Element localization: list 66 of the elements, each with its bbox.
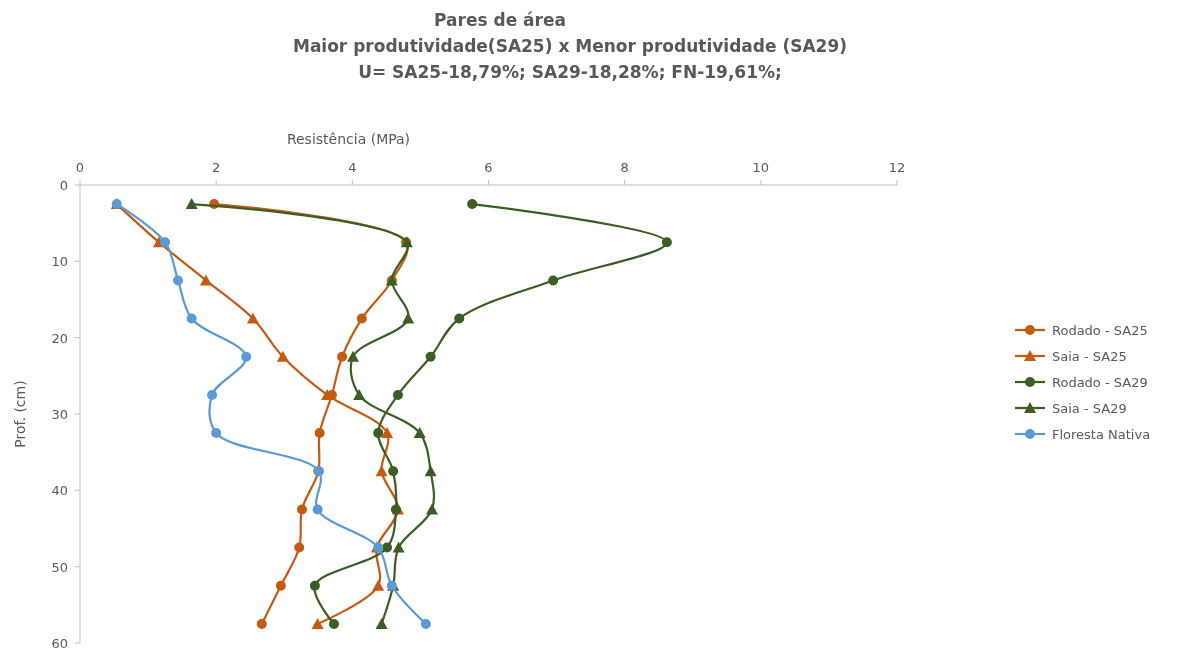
point (420, 618, 431, 629)
x-tick-label: 4 (348, 160, 357, 175)
point (312, 504, 323, 515)
point (402, 312, 415, 324)
point (241, 351, 252, 362)
point (347, 350, 360, 362)
y-tick-label: 40 (51, 483, 68, 499)
point (467, 199, 478, 210)
x-axis-title: Resistência (MPa) (286, 131, 411, 147)
point (454, 313, 465, 324)
point (372, 579, 385, 591)
point (321, 388, 334, 400)
x-tick-label: 2 (212, 160, 221, 175)
point (661, 237, 672, 248)
x-tick-label: 6 (484, 160, 493, 175)
y-tick-label: 30 (51, 407, 68, 422)
legend-label: Saia - SA25 (1052, 349, 1127, 364)
y-tick-label: 60 (51, 636, 68, 649)
legend-label: Rodado - SA29 (1052, 375, 1148, 390)
legend-label: Floresta Nativa (1052, 427, 1151, 442)
point (373, 428, 384, 439)
point (275, 580, 286, 591)
point (207, 389, 218, 400)
point (296, 504, 307, 515)
point (185, 198, 198, 210)
y-tick-label: 10 (51, 254, 68, 270)
point (375, 465, 388, 477)
point (309, 580, 320, 591)
point (246, 312, 259, 324)
x-tick-label: 10 (752, 160, 770, 175)
point (294, 542, 305, 553)
point (375, 617, 388, 629)
point (314, 428, 325, 439)
point (186, 313, 197, 324)
y-tick-label: 50 (51, 559, 68, 575)
legend-label: Saia - SA29 (1052, 401, 1127, 416)
point (356, 313, 367, 324)
y-tick-label: 0 (59, 178, 68, 193)
point (388, 466, 399, 477)
chart-title: Pares de área (434, 10, 566, 30)
point (548, 275, 559, 286)
point (424, 465, 437, 477)
point (337, 351, 348, 362)
point (425, 503, 438, 515)
point (425, 351, 436, 362)
legend-label: Rodado - SA25 (1052, 323, 1148, 338)
chart-subtitle: Maior produtividade(SA25) x Menor produtividade (SA29) U= SA25-18,79%; SA29-18,28%; FN-19,61%; (292, 36, 848, 82)
point (311, 617, 324, 629)
point (392, 389, 403, 400)
x-tick-label: 8 (620, 160, 629, 175)
point (256, 618, 267, 629)
point (381, 427, 394, 439)
point (276, 350, 289, 362)
x-tick-label: 0 (75, 160, 85, 175)
point (413, 427, 426, 439)
point (173, 275, 184, 286)
point (392, 541, 405, 553)
point (199, 274, 212, 286)
point (160, 237, 171, 248)
point (328, 618, 339, 629)
point (382, 542, 393, 553)
x-tick-label: 12 (888, 160, 906, 175)
point (211, 428, 222, 439)
y-tick-label: 20 (51, 330, 68, 346)
y-axis-title: Prof. (cm) (12, 380, 28, 448)
point (353, 388, 366, 400)
